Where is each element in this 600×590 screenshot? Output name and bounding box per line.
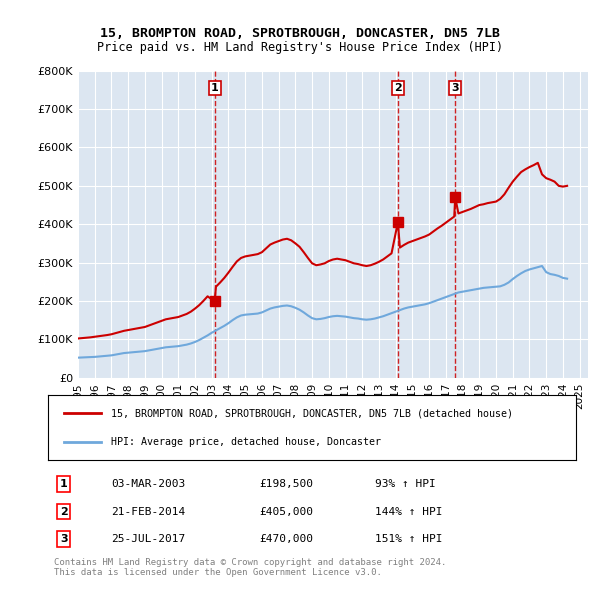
Text: 151% ↑ HPI: 151% ↑ HPI [376, 534, 443, 544]
Text: 3: 3 [60, 534, 68, 544]
Text: 144% ↑ HPI: 144% ↑ HPI [376, 507, 443, 516]
Text: £470,000: £470,000 [259, 534, 313, 544]
Text: 15, BROMPTON ROAD, SPROTBROUGH, DONCASTER, DN5 7LB: 15, BROMPTON ROAD, SPROTBROUGH, DONCASTE… [100, 27, 500, 40]
Text: £198,500: £198,500 [259, 479, 313, 489]
Text: HPI: Average price, detached house, Doncaster: HPI: Average price, detached house, Donc… [112, 437, 382, 447]
Text: 2: 2 [394, 83, 402, 93]
Text: 03-MAR-2003: 03-MAR-2003 [112, 479, 185, 489]
Text: This data is licensed under the Open Government Licence v3.0.: This data is licensed under the Open Gov… [54, 568, 382, 576]
Text: £405,000: £405,000 [259, 507, 313, 516]
Text: 1: 1 [211, 83, 218, 93]
Text: Price paid vs. HM Land Registry's House Price Index (HPI): Price paid vs. HM Land Registry's House … [97, 41, 503, 54]
Text: 25-JUL-2017: 25-JUL-2017 [112, 534, 185, 544]
Text: 2: 2 [60, 507, 68, 516]
Text: 93% ↑ HPI: 93% ↑ HPI [376, 479, 436, 489]
Text: Contains HM Land Registry data © Crown copyright and database right 2024.: Contains HM Land Registry data © Crown c… [54, 558, 446, 566]
Text: 21-FEB-2014: 21-FEB-2014 [112, 507, 185, 516]
Text: 3: 3 [451, 83, 459, 93]
Text: 1: 1 [60, 479, 68, 489]
Text: 15, BROMPTON ROAD, SPROTBROUGH, DONCASTER, DN5 7LB (detached house): 15, BROMPTON ROAD, SPROTBROUGH, DONCASTE… [112, 408, 514, 418]
